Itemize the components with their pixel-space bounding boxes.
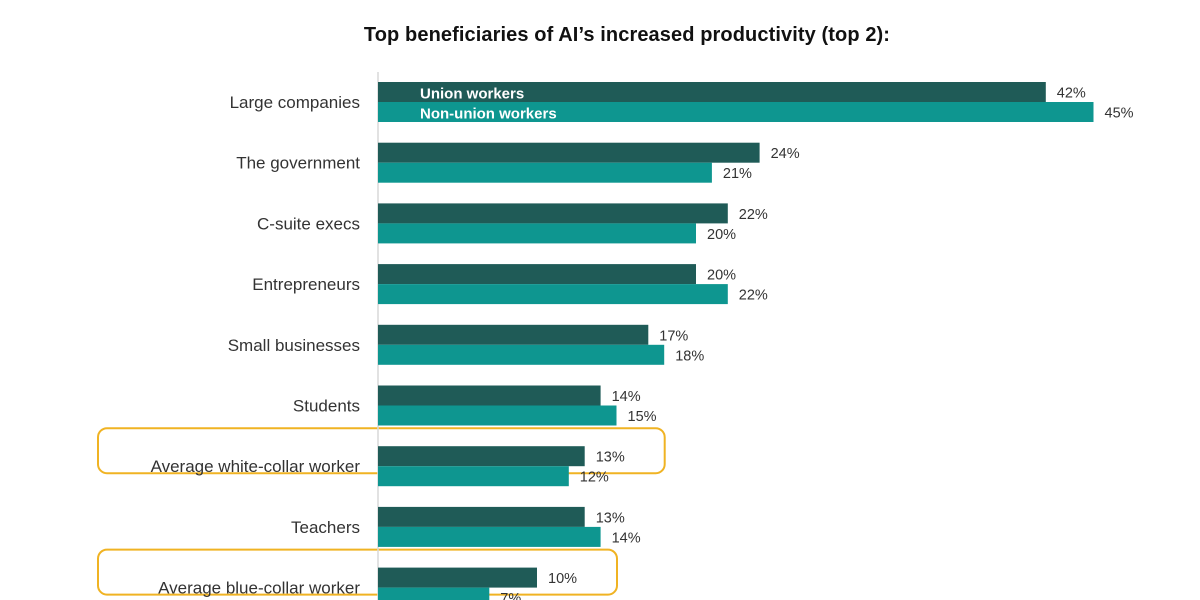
- bar-non-union-workers-average-blue-collar-worker: [378, 587, 490, 600]
- bar-union-workers-entrepreneurs: [378, 264, 696, 285]
- bar-union-workers-students: [378, 385, 601, 406]
- highlight-box-average-blue-collar-worker: [97, 548, 618, 596]
- value-label-union-workers-c-suite-execs: 22%: [739, 207, 768, 223]
- value-label-union-workers-entrepreneurs: 20%: [707, 268, 736, 284]
- category-label-c-suite-execs: C-suite execs: [257, 214, 360, 233]
- value-label-non-union-workers-c-suite-execs: 20%: [707, 227, 736, 243]
- bar-non-union-workers-small-businesses: [378, 344, 665, 365]
- value-label-union-workers-large-companies: 42%: [1057, 86, 1086, 102]
- value-label-non-union-workers-large-companies: 45%: [1105, 106, 1134, 122]
- value-label-non-union-workers-small-businesses: 18%: [675, 348, 704, 364]
- value-label-non-union-workers-average-white-collar-worker: 12%: [580, 470, 609, 486]
- bar-non-union-workers-students: [378, 405, 617, 426]
- axis-layer: Large companies The government C-suite exe…: [151, 72, 379, 600]
- category-label-average-white-collar-worker: Average white-collar worker: [151, 457, 361, 476]
- chart-title: Top beneficiaries of AI’s increased prod…: [363, 24, 891, 46]
- value-label-non-union-workers-entrepreneurs: 22%: [739, 288, 768, 304]
- bar-non-union-workers-c-suite-execs: [378, 223, 696, 244]
- value-label-union-workers-average-white-collar-worker: 13%: [596, 450, 625, 466]
- value-label-union-workers-average-blue-collar-worker: 10%: [548, 571, 577, 587]
- bars-layer: 42%45%24%21%22%20%20%22%17%18%14%15%13%1…: [378, 82, 1134, 600]
- bar-union-workers-average-white-collar-worker: [378, 446, 585, 467]
- category-label-students: Students: [293, 397, 360, 416]
- value-label-union-workers-students: 14%: [612, 389, 641, 405]
- bar-union-workers-average-blue-collar-worker: [378, 567, 537, 588]
- bar-union-workers-teachers: [378, 506, 585, 527]
- value-label-union-workers-the-government: 24%: [771, 146, 800, 162]
- category-label-large-companies: Large companies: [230, 93, 360, 112]
- value-label-non-union-workers-students: 15%: [628, 409, 657, 425]
- bar-non-union-workers-average-white-collar-worker: [378, 466, 569, 487]
- value-label-non-union-workers-average-blue-collar-worker: 7%: [500, 591, 521, 600]
- category-label-teachers: Teachers: [291, 518, 360, 537]
- bar-union-workers-c-suite-execs: [378, 203, 728, 224]
- value-label-non-union-workers-teachers: 14%: [612, 530, 641, 546]
- bar-non-union-workers-entrepreneurs: [378, 284, 728, 305]
- bar-union-workers-the-government: [378, 142, 760, 163]
- bar-union-workers-small-businesses: [378, 324, 649, 345]
- legend-non-union-workers: Non-union workers: [420, 106, 557, 123]
- value-label-union-workers-small-businesses: 17%: [659, 328, 688, 344]
- category-label-the-government: The government: [236, 154, 360, 173]
- value-label-non-union-workers-the-government: 21%: [723, 166, 752, 182]
- bar-union-workers-large-companies: [378, 82, 1046, 102]
- category-label-small-businesses: Small businesses: [228, 336, 360, 355]
- bar-non-union-workers-large-companies: [378, 102, 1094, 122]
- legend-layer: Union workers Non-union workers: [420, 86, 557, 123]
- bar-non-union-workers-teachers: [378, 526, 601, 547]
- value-label-union-workers-teachers: 13%: [596, 510, 625, 526]
- category-label-entrepreneurs: Entrepreneurs: [252, 275, 360, 294]
- bar-non-union-workers-the-government: [378, 162, 712, 183]
- category-label-average-blue-collar-worker: Average blue-collar worker: [158, 579, 360, 598]
- legend-union-workers: Union workers: [420, 86, 524, 103]
